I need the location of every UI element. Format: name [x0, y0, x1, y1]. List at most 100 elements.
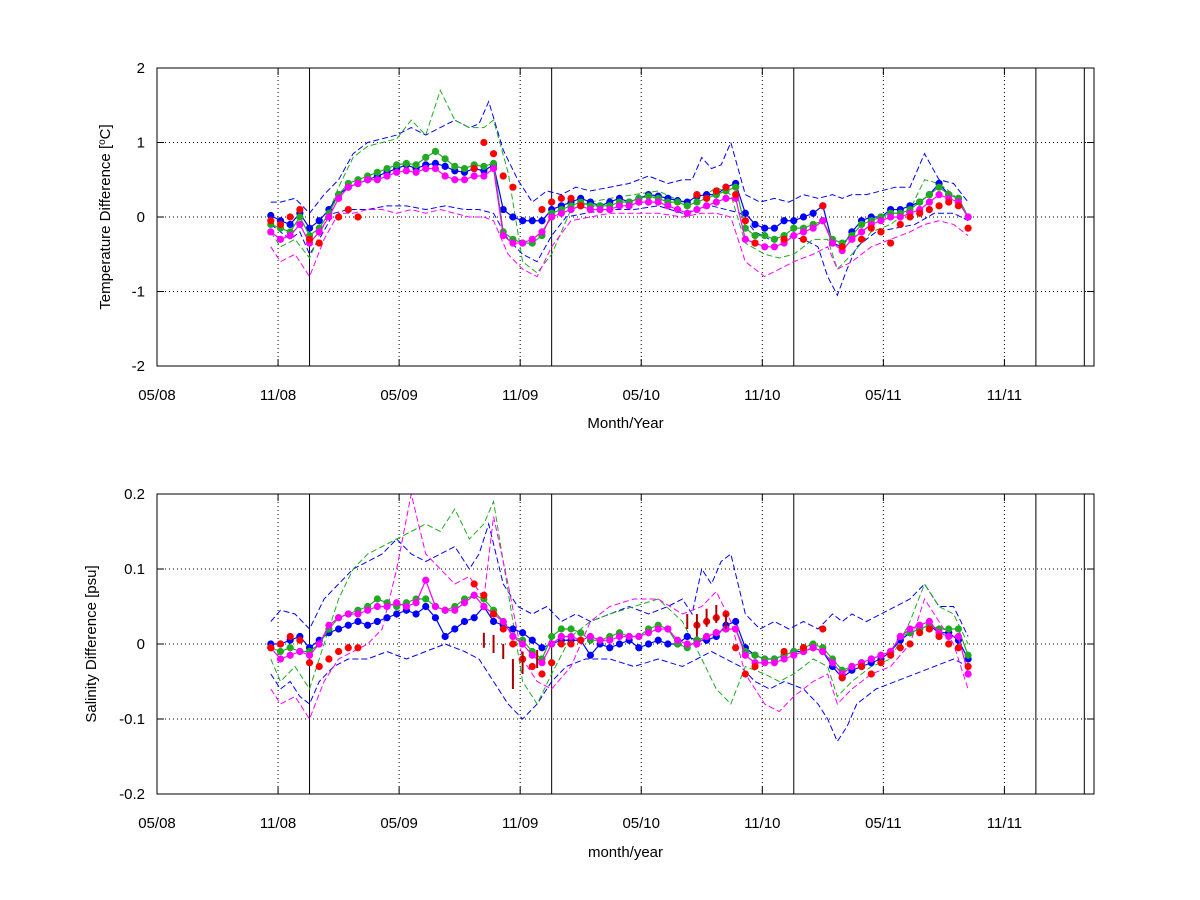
temperature-red-data-point [819, 202, 827, 210]
temperature-y-axis-label-degree: o [97, 139, 108, 145]
salinity-magenta-data-point [538, 659, 546, 667]
salinity-red-data-point [489, 610, 498, 618]
temperature-green-data-point [732, 183, 740, 191]
temperature-red-data-point [751, 239, 759, 247]
salinity-magenta-data-point [596, 636, 604, 644]
salinity-red-data-point [925, 625, 933, 633]
salinity-y-tick-label: 0 [137, 636, 145, 653]
temperature-blue-data-point [809, 209, 817, 217]
salinity-x-tick-label: 05/08 [138, 815, 176, 832]
salinity-green-dashed-line [270, 499, 969, 706]
salinity-magenta-data-point [364, 606, 372, 614]
temperature-magenta-data-point [770, 243, 779, 251]
temperature-y-tick-label: 2 [137, 60, 145, 77]
salinity-magenta-data-point [867, 655, 875, 663]
salinity-red-data-point [732, 644, 740, 652]
temperature-x-tick-label: 05/10 [622, 387, 660, 404]
temperature-red-data-point [286, 213, 294, 221]
salinity-green-data-point [567, 625, 575, 633]
salinity-blue-data-point [615, 640, 624, 648]
salinity-red-data-point [819, 625, 827, 633]
temperature-magenta-data-point [528, 235, 536, 243]
salinity-magenta-data-point [964, 670, 972, 678]
salinity-red-data-point [906, 640, 914, 648]
temperature-magenta-data-point [344, 183, 352, 191]
salinity-magenta-data-point [780, 655, 788, 663]
salinity-red-data-point [954, 644, 963, 652]
salinity-blue-dashed-line [270, 643, 969, 743]
temperature-red-data-point [489, 150, 498, 158]
salinity-magenta-data-point [586, 632, 594, 641]
temperature-red-data-point [877, 228, 885, 236]
temperature-magenta-data-point [402, 167, 410, 175]
salinity-x-tick-label: 05/11 [865, 815, 901, 832]
salinity-magenta-data-point [412, 599, 420, 607]
temperature-magenta-data-point [896, 213, 904, 221]
temperature-magenta-data-point [828, 239, 837, 247]
salinity-red-data-point [577, 636, 585, 644]
salinity-red-data-point [799, 644, 808, 652]
salinity-red-data-point [499, 625, 507, 633]
temperature-magenta-data-point [286, 232, 294, 240]
temperature-red-data-point [799, 235, 808, 243]
salinity-magenta-data-point [761, 659, 769, 667]
temperature-green-data-point [441, 155, 449, 163]
temperature-magenta-data-point [761, 243, 769, 251]
temperature-magenta-data-point [722, 194, 730, 202]
temperature-x-tick-label: 05/08 [138, 387, 176, 404]
temperature-red-data-point [315, 239, 323, 247]
temperature-green-data-point [790, 224, 798, 232]
salinity-magenta-data-point [703, 632, 711, 641]
temperature-red-data-point [954, 202, 963, 210]
salinity-blue-data-point [364, 621, 372, 629]
salinity-magenta-data-point [644, 629, 653, 637]
salinity-red-data-point [354, 644, 362, 652]
salinity-magenta-data-point [325, 621, 333, 629]
salinity-red-data-point [276, 640, 285, 648]
salinity-magenta-data-point [896, 632, 904, 641]
salinity-red-data-point [305, 659, 314, 667]
temperature-red-data-point [470, 164, 478, 173]
temperature-blue-data-point [518, 217, 527, 225]
temperature-magenta-data-point [683, 209, 691, 217]
salinity-magenta-dashed-line [270, 493, 969, 721]
salinity-blue-data-point [586, 651, 594, 659]
salinity-magenta-data-point [635, 632, 643, 641]
temperature-magenta-data-point [393, 168, 401, 176]
temperature-magenta-data-point [557, 209, 565, 217]
temperature-magenta-data-point [848, 235, 856, 243]
salinity-magenta-data-point [296, 647, 304, 656]
salinity-magenta-data-point [315, 640, 323, 648]
salinity-magenta-data-point [334, 614, 343, 622]
salinity-magenta-data-point [557, 632, 565, 641]
salinity-green-data-point [548, 632, 556, 641]
temperature-y-tick-label: 0 [137, 209, 145, 226]
salinity-magenta-data-point [945, 632, 953, 641]
salinity-blue-data-point [354, 617, 362, 626]
salinity-magenta-data-point [828, 659, 837, 667]
salinity-x-tick-label: 05/10 [622, 815, 660, 832]
temperature-blue-dashed-line [270, 100, 969, 215]
temperature-magenta-data-point [673, 205, 682, 214]
salinity-blue-data-point [606, 644, 614, 652]
salinity-blue-data-point [334, 625, 343, 633]
temperature-red-data-point [557, 194, 565, 202]
salinity-magenta-data-point [470, 591, 478, 599]
temperature-red-data-point [305, 235, 314, 243]
salinity-red-data-point [470, 580, 478, 588]
temperature-red-data-point [276, 220, 285, 229]
salinity-y-tick-label: -0.2 [119, 786, 145, 803]
salinity-panel: 05/08 11/08 05/09 11/09 05/10 11/10 05/11 11/11… [83, 486, 1095, 861]
salinity-x-tick-label: 05/09 [380, 815, 418, 832]
temperature-blue-data-point [780, 217, 788, 225]
temperature-red-data-point [538, 205, 546, 214]
temperature-magenta-data-point [470, 172, 478, 180]
temperature-blue-data-point [509, 213, 517, 221]
salinity-red-data-point [344, 644, 352, 652]
salinity-blue-data-point [451, 625, 459, 633]
salinity-magenta-data-point [373, 602, 381, 611]
salinity-magenta-data-point [664, 625, 672, 633]
temperature-red-data-point [896, 220, 904, 229]
temperature-y-axis-label-main: Temperature Difference [ [97, 144, 114, 310]
temperature-blue-data-point [538, 217, 546, 225]
